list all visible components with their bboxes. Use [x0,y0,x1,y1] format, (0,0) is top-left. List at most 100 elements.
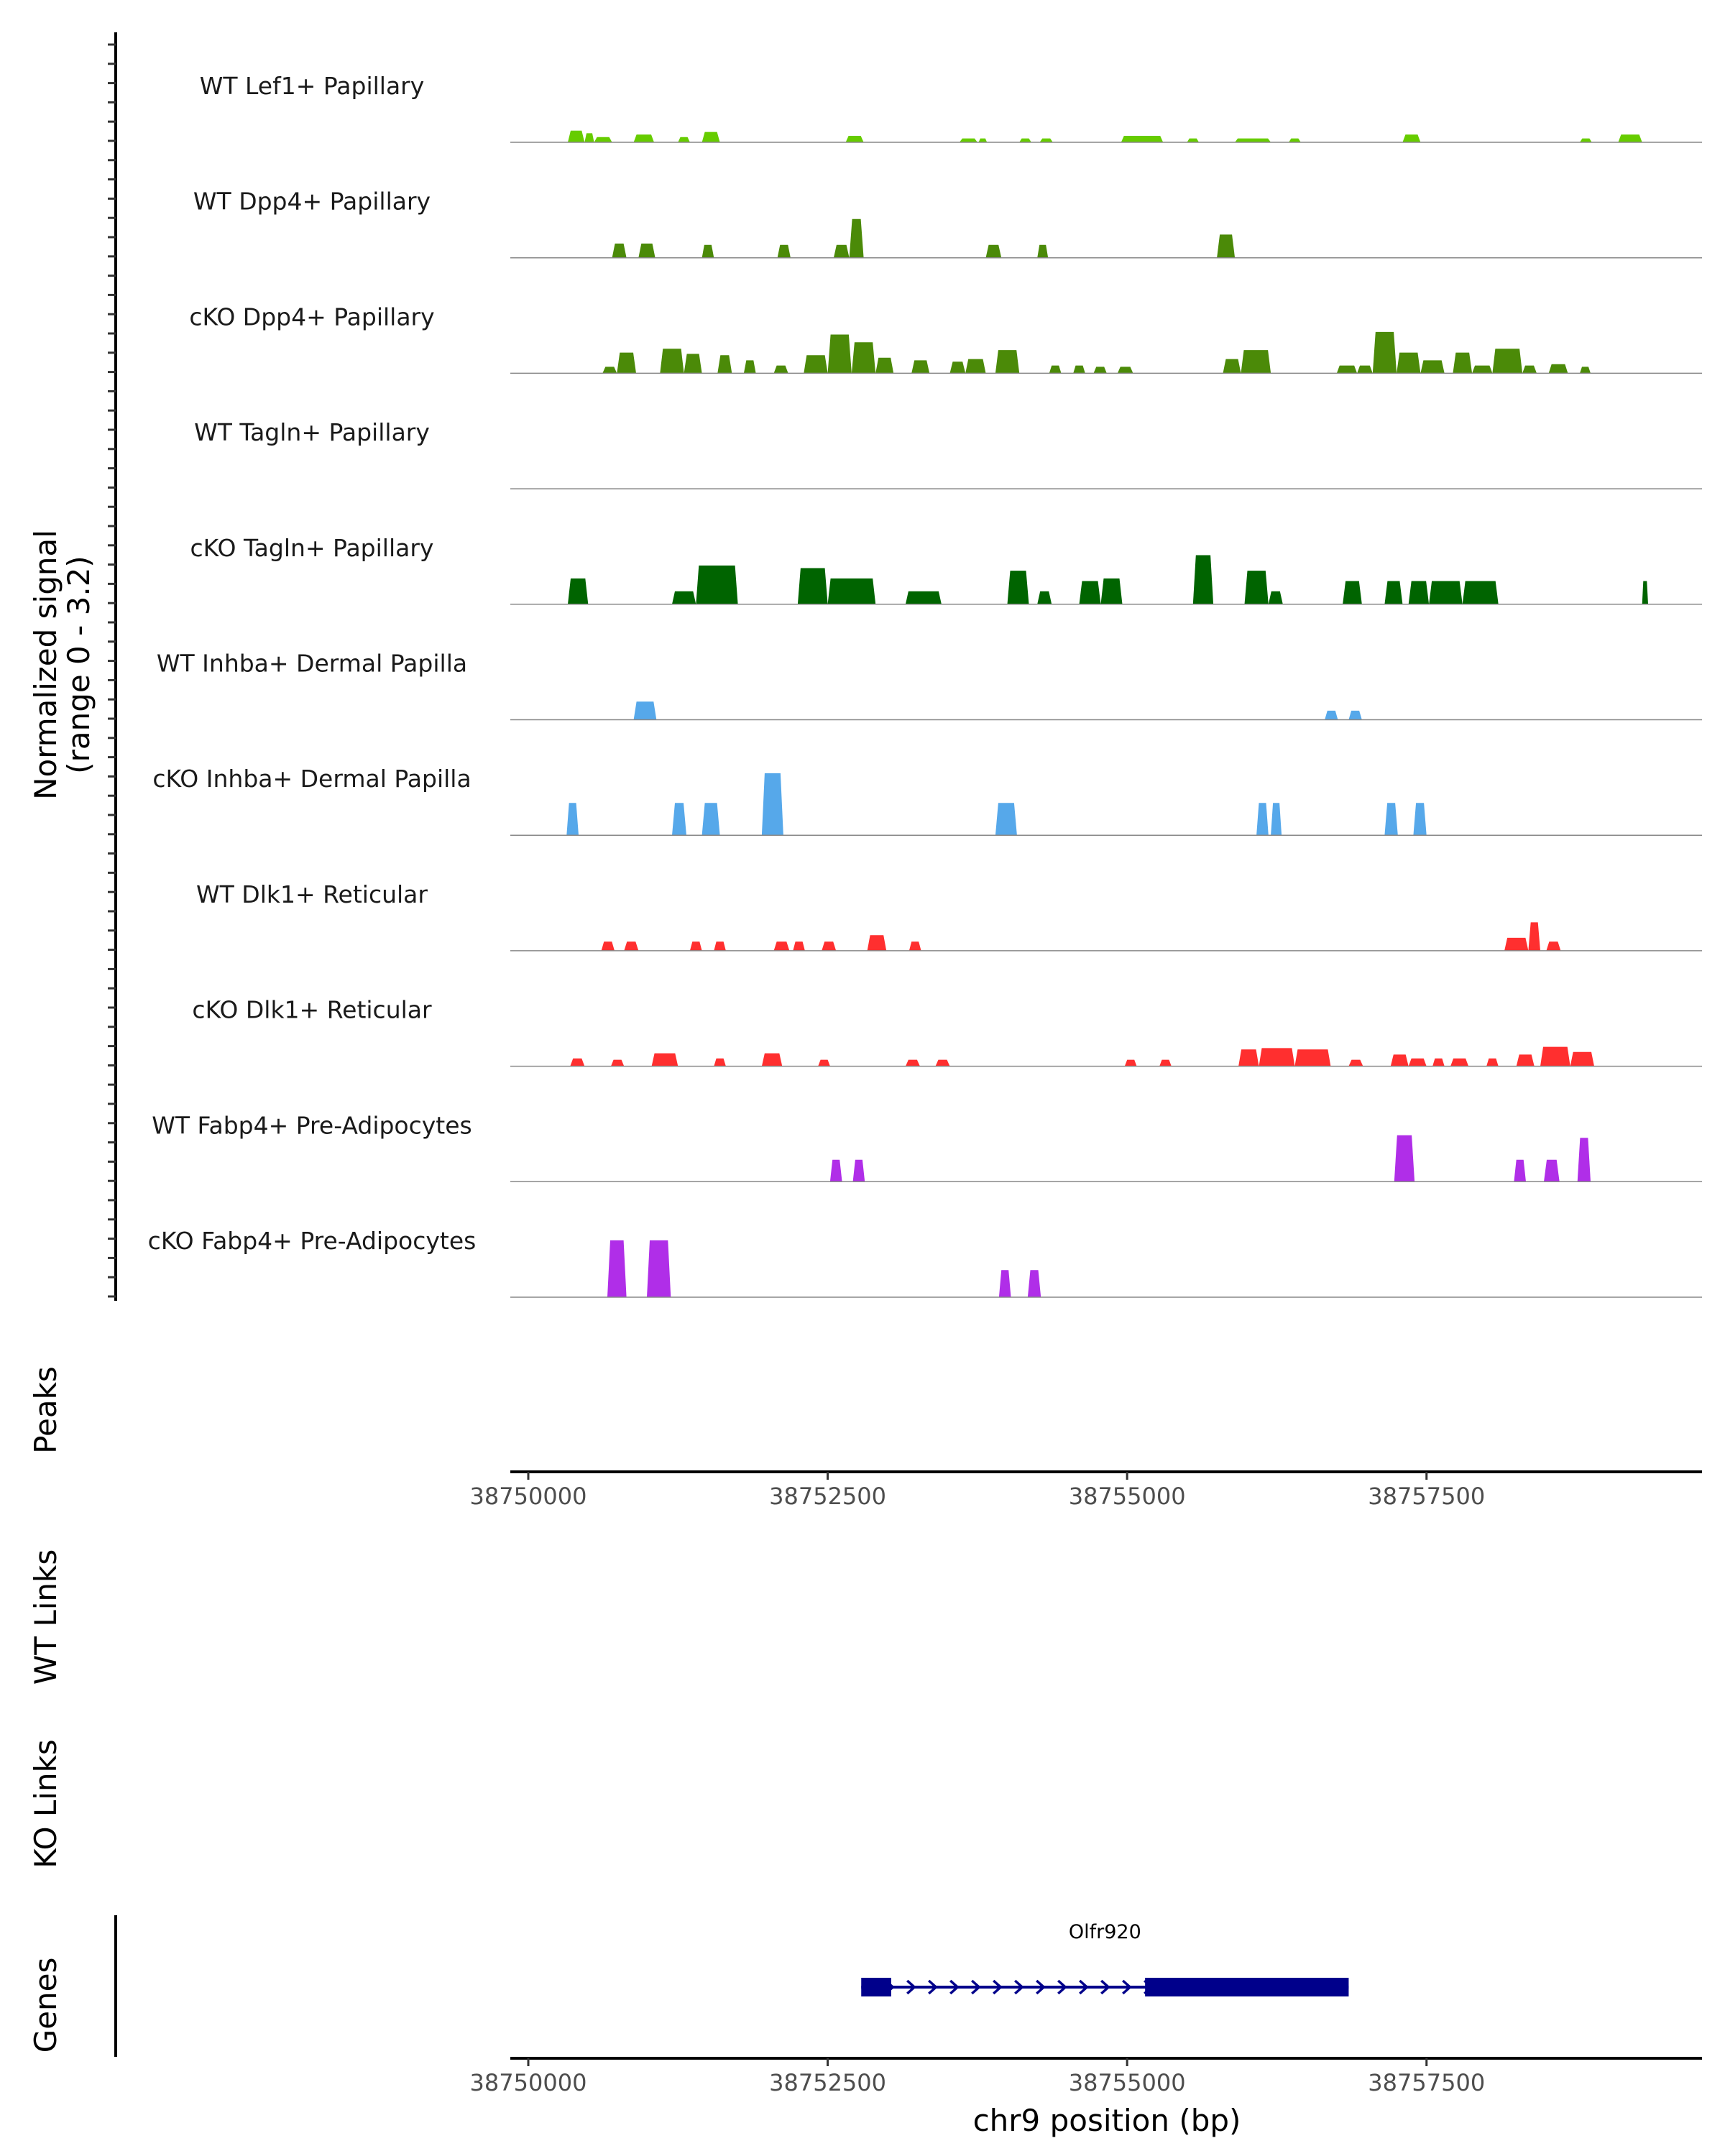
signal-peak [672,591,696,604]
track-label: cKO Dlk1+ Reticular [192,996,432,1024]
strand-arrow [1014,1979,1024,1995]
signal-peak [1429,581,1463,604]
coverage-tracks: WT Lef1+ Papillary WT Dpp4+ Papillary cKO … [148,72,1702,1298]
signal-peak [867,935,887,951]
ko-links-panel-title: KO Links [28,1739,63,1869]
track-label: WT Dlk1+ Reticular [196,880,428,908]
signal-y-axis [108,32,117,1301]
signal-peak [1187,138,1200,142]
track-label: WT Lef1+ Papillary [200,72,425,100]
signal-peak [777,244,791,258]
gene-panel: Olfr920 [114,1915,1349,2057]
signal-peak [584,133,594,142]
signal-peak [985,244,1002,258]
signal-peak [678,137,690,142]
signal-peak [829,1159,842,1182]
signal-peak [959,138,978,142]
track-label: cKO Tagln+ Papillary [190,534,434,562]
signal-peak [647,1240,671,1297]
signal-peak [1546,941,1561,951]
strand-arrow [1079,1979,1089,1995]
signal-peak [1618,134,1642,142]
x-tick-label: 38750000 [470,1483,587,1510]
strand-arrow [928,1979,938,1995]
signal-peak [875,357,894,374]
signal-peak [1394,1135,1415,1182]
signal-peak [714,941,726,951]
gene-exon [1145,1978,1349,1996]
signal-peak [1007,571,1029,604]
signal-peak [761,773,783,836]
signal-peak [1241,350,1271,374]
signal-peak [804,355,828,374]
signal-peak [818,1059,830,1067]
track-4: cKO Tagln+ Papillary [190,534,1702,605]
track-10: cKO Fabp4+ Pre-Adipocytes [148,1227,1702,1298]
strand-arrow [1057,1979,1067,1995]
signal-peak [1093,367,1107,374]
signal-peak [660,349,684,374]
track-2: cKO Dpp4+ Papillary [189,303,1702,374]
signal-peak [1372,331,1397,374]
signal-peak [714,1058,726,1067]
signal-peak [1039,138,1053,142]
signal-peak [908,941,921,951]
x-tick-label: 38752500 [769,1483,886,1510]
signal-peak [1390,1054,1409,1067]
signal-peak [1121,136,1164,142]
signal-peak [1289,138,1301,142]
signal-peak [773,365,788,374]
signal-peak [611,1059,625,1067]
signal-peak [702,803,720,836]
x-tick-label: 38752500 [769,2069,886,2096]
signal-peak [612,243,627,258]
signal-peak [633,701,657,720]
signal-peak [1492,349,1523,374]
x-axis-title: chr9 position (bp) [973,2103,1241,2138]
signal-peak [607,1240,627,1297]
track-label: WT Tagln+ Papillary [194,418,430,446]
signal-peak [827,578,876,604]
signal-peak [1504,937,1529,951]
signal-peak [1271,803,1282,836]
signal-peak [1325,710,1338,720]
signal-peak [852,1159,865,1182]
signal-peak [1544,1159,1560,1182]
strand-arrow [971,1979,981,1995]
signal-peak [1577,1138,1591,1182]
track-label: cKO Inhba+ Dermal Papilla [152,765,471,793]
x-tick-label: 38755000 [1069,2069,1186,2096]
signal-peak [849,218,864,258]
signal-peak [1223,359,1241,374]
signal-peak [793,941,805,951]
peaks-x-axis: 38750000 38752500 38755000 38757500 [470,1470,1702,1510]
signal-peak [822,941,837,951]
signal-peak [1100,578,1123,604]
signal-peak [1238,1049,1259,1067]
signal-peak [633,134,654,142]
track-label: cKO Fabp4+ Pre-Adipocytes [148,1227,477,1255]
signal-peak [797,568,828,604]
signal-peak [684,354,702,374]
signal-peak [1348,1059,1363,1067]
x-tick-label: 38757500 [1368,2069,1485,2096]
signal-peak [568,130,585,142]
signal-peak [1570,1051,1594,1067]
signal-peak [845,136,864,142]
signal-peak [911,360,930,374]
signal-peak [1357,365,1373,374]
track-label: WT Inhba+ Dermal Papilla [157,650,467,678]
signal-peak [827,334,852,374]
signal-peak [998,1270,1011,1297]
signal-peak [995,803,1017,836]
signal-peak [1413,803,1427,836]
signal-peak [935,1059,950,1067]
signal-peak [905,1059,920,1067]
signal-peak [1244,571,1269,604]
strand-arrow [949,1979,960,1995]
signal-peak [905,591,942,604]
track-3: WT Tagln+ Papillary [194,418,1702,489]
signal-peak [1348,710,1362,720]
signal-peak [696,565,738,604]
signal-peak [743,360,756,374]
